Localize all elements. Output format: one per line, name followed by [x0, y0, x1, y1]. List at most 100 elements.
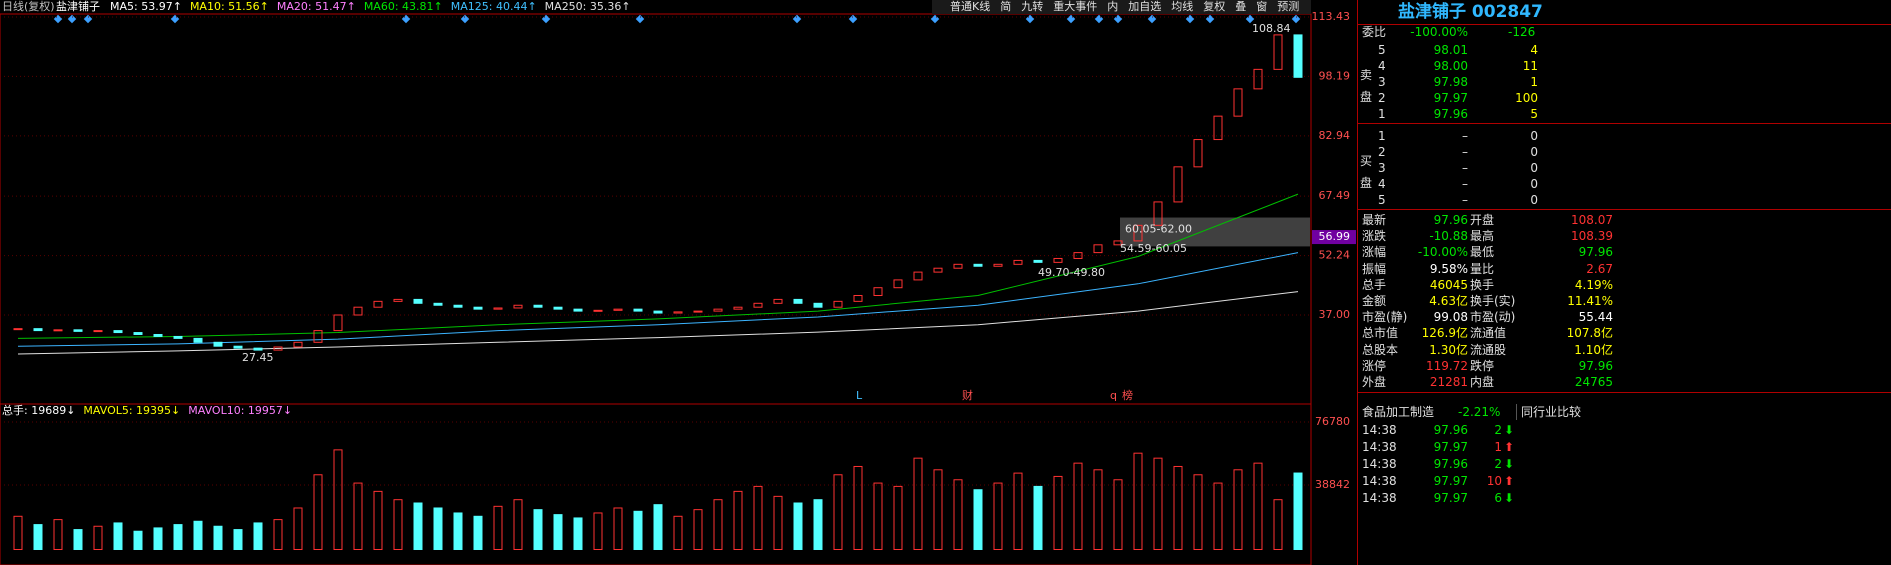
volume-bar	[133, 530, 143, 550]
volume: 0	[1530, 177, 1538, 191]
quote-label: 总市值	[1362, 326, 1399, 341]
volume: 0	[1530, 161, 1538, 175]
candle	[693, 310, 703, 313]
quote-value: 107.8亿	[1566, 326, 1613, 341]
compare-button[interactable]: 同行业比较	[1516, 404, 1581, 420]
volume-bar	[733, 490, 743, 550]
quote-value: 119.72	[1426, 358, 1468, 373]
quote-value: 97.96	[1578, 245, 1613, 260]
volume: 0	[1530, 129, 1538, 143]
trade-arrow: ⬇	[1504, 457, 1515, 471]
annotation: 54.59-60.05	[1120, 242, 1187, 255]
price: 97.96	[1433, 107, 1468, 121]
volume-bar	[253, 522, 263, 551]
volume-bar	[1213, 482, 1223, 550]
volume-bar	[273, 519, 283, 551]
candle	[1213, 115, 1223, 141]
volume-bar	[373, 490, 383, 550]
volume-bar	[653, 504, 663, 551]
toolbar-button[interactable]: 内	[1107, 0, 1118, 13]
toolbar-button[interactable]: 简	[1000, 0, 1011, 13]
trade-volume: 2	[1494, 423, 1502, 437]
volume-bar	[393, 499, 403, 551]
quote-label: 流通股	[1470, 342, 1507, 357]
annotation: 60.05-62.00	[1125, 223, 1192, 236]
quote-label: 总手	[1362, 277, 1387, 292]
candle	[913, 271, 923, 281]
volume-bar	[853, 465, 863, 550]
candle	[793, 298, 803, 304]
toolbar-button[interactable]: 普通K线	[950, 0, 990, 13]
toolbar-button[interactable]: 复权	[1203, 0, 1225, 13]
candle	[633, 308, 643, 312]
event-letter: q	[1110, 389, 1117, 402]
toolbar-button[interactable]: 窗	[1256, 0, 1267, 13]
toolbar-button[interactable]: 预测	[1277, 0, 1299, 13]
toolbar-button[interactable]: 加自选	[1128, 0, 1161, 13]
y-tick-label: 76780	[1315, 415, 1350, 428]
candle	[1053, 257, 1063, 263]
volume-bar	[593, 512, 603, 551]
volume-bar	[353, 482, 363, 550]
volume: 100	[1515, 91, 1538, 105]
candle	[453, 304, 463, 308]
volume-bar	[913, 457, 923, 551]
toolbar-button[interactable]: 九转	[1021, 0, 1043, 13]
annotation: 49.70-49.80	[1038, 266, 1105, 279]
trade-price: 97.97	[1433, 474, 1468, 488]
volume-bar	[1013, 472, 1023, 550]
volume-bar	[1173, 465, 1183, 550]
event-marker	[1113, 14, 1123, 24]
y-tick-label: 52.24	[1319, 249, 1351, 262]
quote-label: 涨幅	[1362, 245, 1387, 260]
toolbar-button[interactable]: 均线	[1171, 0, 1193, 13]
toolbar-button[interactable]: 重大事件	[1053, 0, 1097, 13]
event-marker	[848, 14, 858, 24]
volume-header: 总手: 19689↓	[2, 403, 75, 417]
trade-price: 97.96	[1433, 457, 1468, 471]
ma-label: MA10: 51.56↑	[190, 0, 269, 13]
candle	[433, 302, 443, 306]
quote-value: 97.96	[1578, 358, 1613, 373]
event-marker	[1025, 14, 1035, 24]
candle	[773, 298, 783, 304]
volume-bar	[433, 507, 443, 550]
candle	[33, 328, 43, 332]
annotation: 108.84	[1252, 22, 1291, 35]
event-marker	[792, 14, 802, 24]
event-marker	[170, 14, 180, 24]
volume-bar	[893, 485, 903, 550]
volume-bar	[413, 502, 423, 550]
volume-bar	[13, 515, 23, 550]
trade-arrow: ⬇	[1504, 423, 1515, 437]
candle	[993, 263, 1003, 267]
volume-bar	[713, 499, 723, 551]
current-price-box	[1312, 230, 1356, 245]
volume: 0	[1530, 193, 1538, 207]
candle	[673, 311, 683, 314]
candle	[333, 314, 343, 332]
candle	[293, 341, 303, 348]
price: 97.98	[1433, 75, 1468, 89]
quote-label: 量比	[1470, 261, 1495, 276]
volume-bar	[993, 482, 1003, 550]
y-tick-label: 37.00	[1319, 308, 1351, 321]
quote-value: 108.07	[1571, 213, 1613, 227]
candle	[933, 267, 943, 273]
volume-frame	[0, 403, 1312, 565]
trade-time: 14:38	[1362, 491, 1397, 505]
volume-bar	[633, 510, 643, 550]
volume: 4	[1530, 43, 1538, 57]
volume-bar	[773, 495, 783, 550]
volume-bar	[1113, 479, 1123, 551]
candle	[1013, 259, 1023, 265]
price: –	[1462, 177, 1468, 191]
candle	[653, 310, 663, 314]
candle	[513, 304, 523, 309]
volume: 1	[1530, 75, 1538, 89]
toolbar-button[interactable]: 叠	[1235, 0, 1246, 13]
candle	[93, 330, 103, 333]
candle	[1293, 34, 1303, 78]
volume-bar	[573, 517, 583, 551]
event-marker	[1094, 14, 1104, 24]
